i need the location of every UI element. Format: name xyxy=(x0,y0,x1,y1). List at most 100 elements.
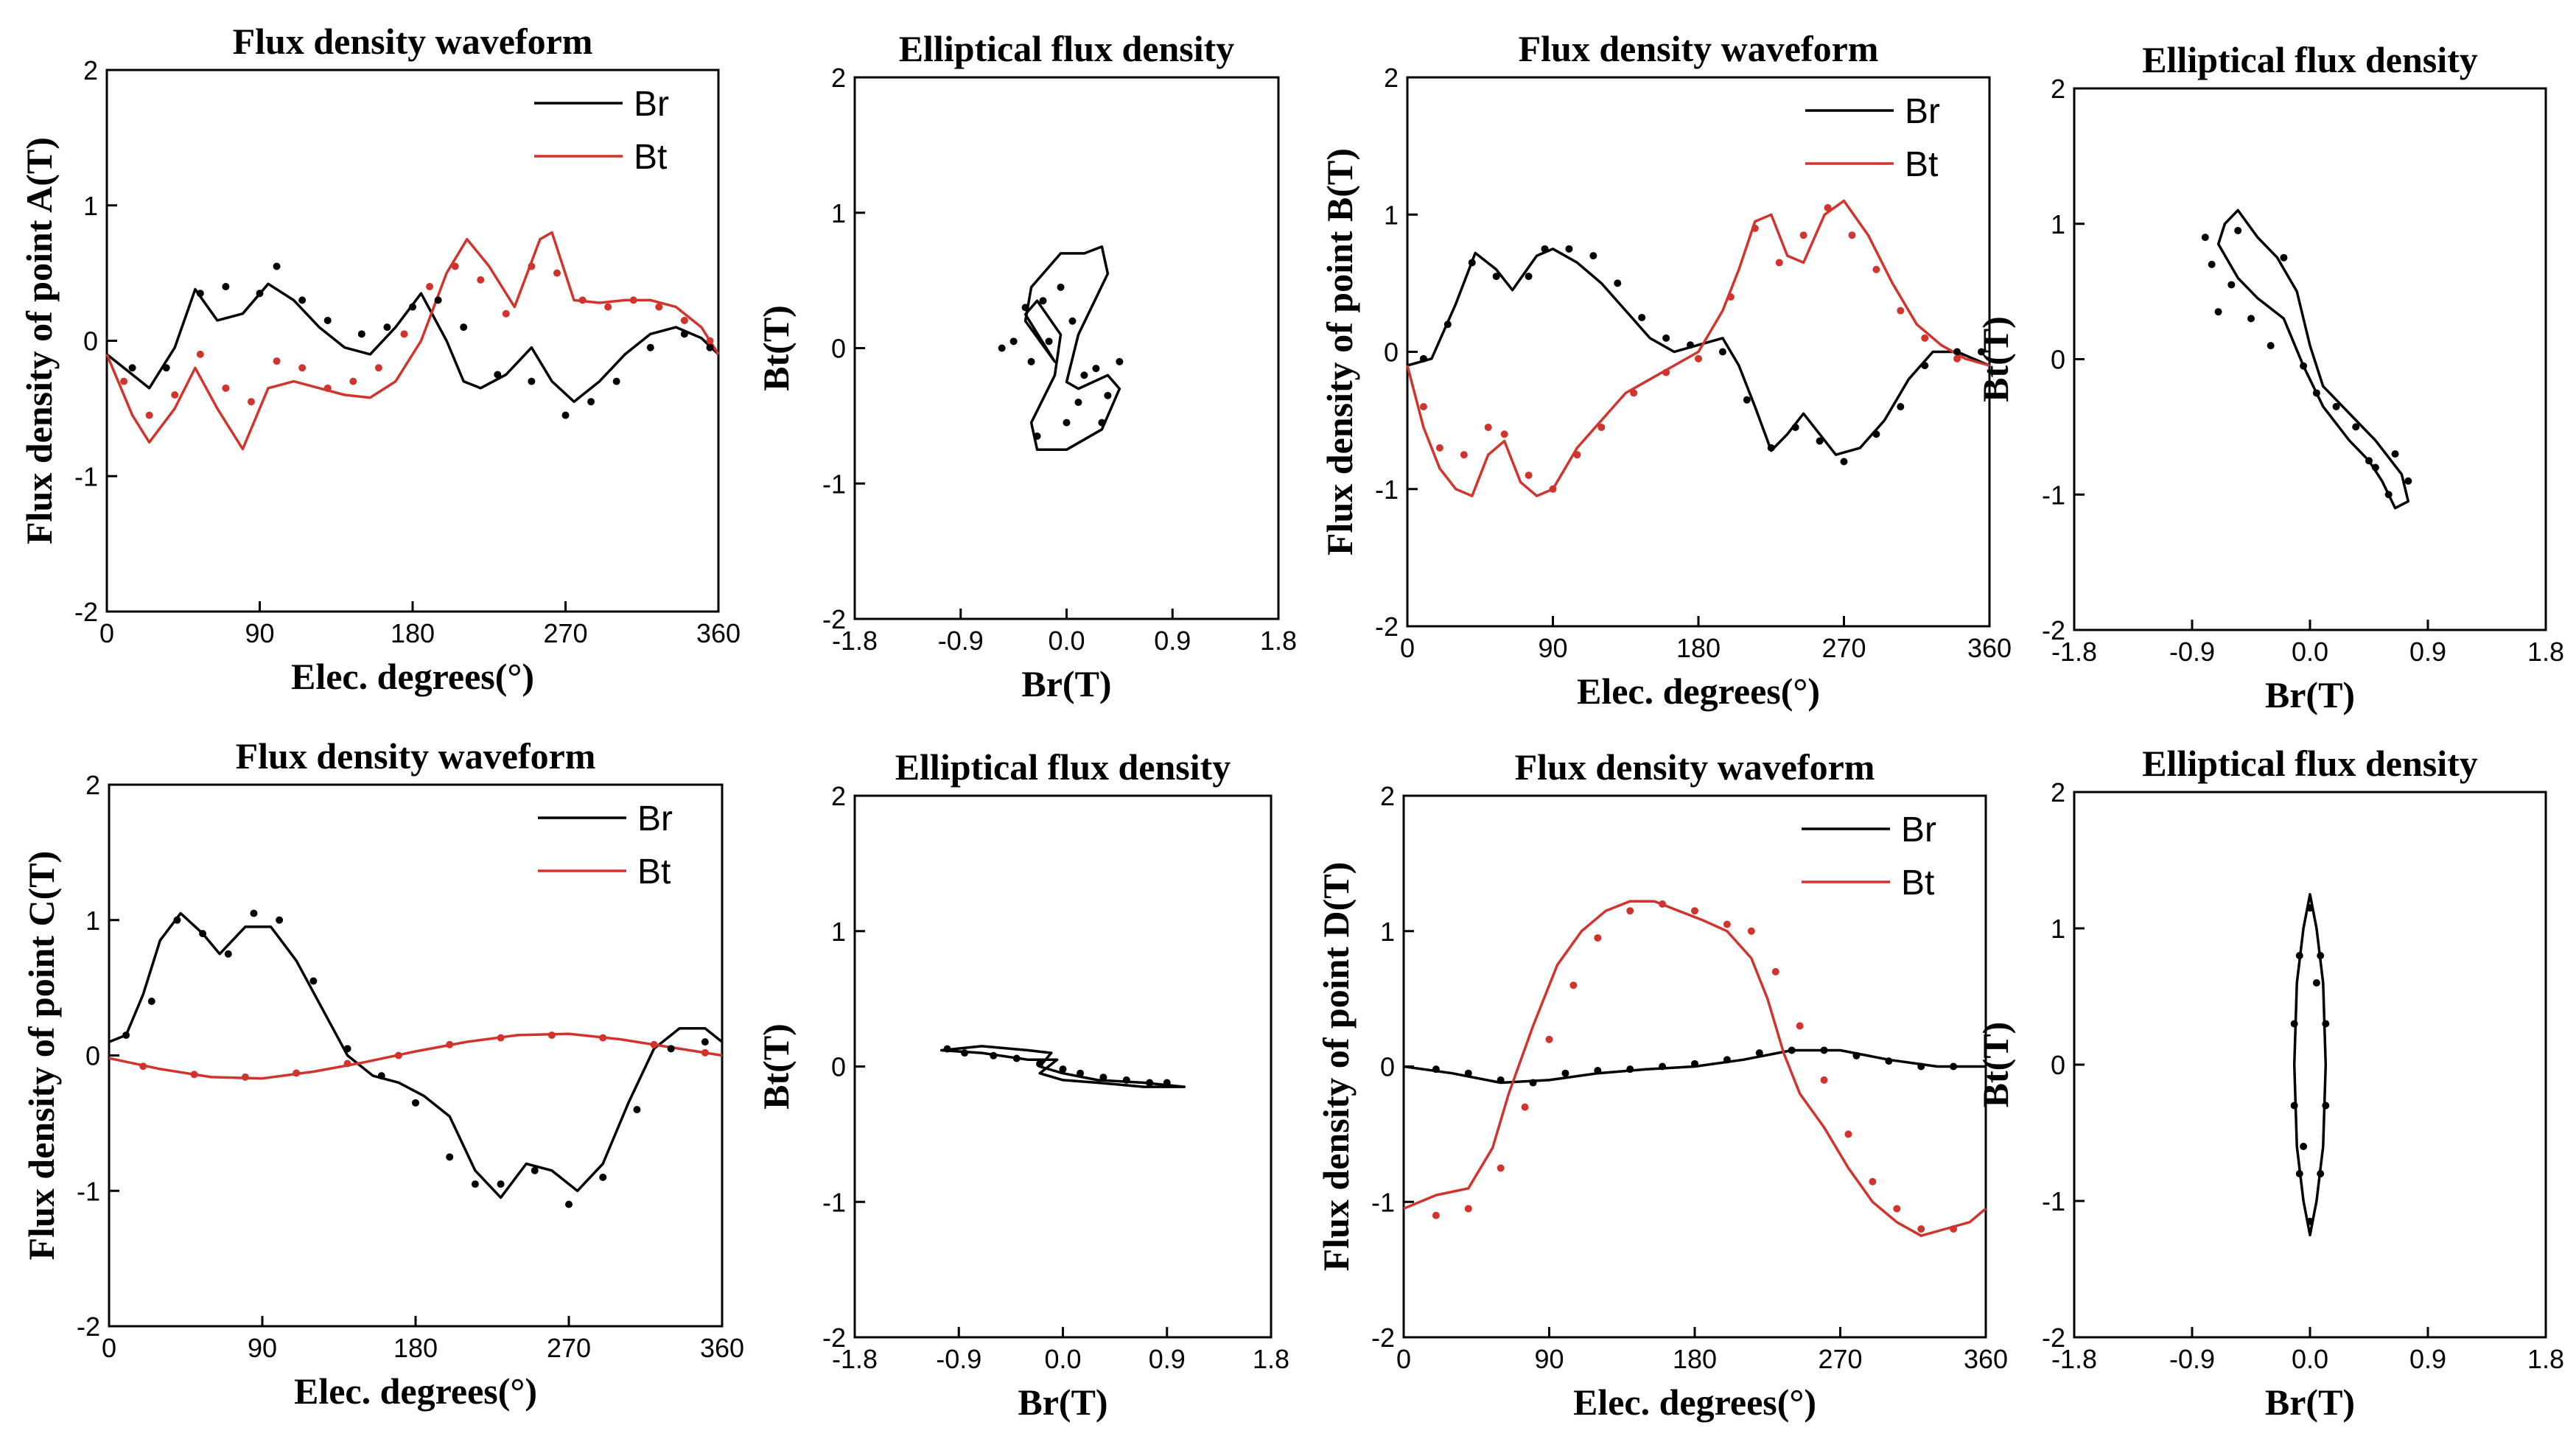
y-tick-label: 0 xyxy=(83,326,98,357)
y-tick-label: 2 xyxy=(1384,63,1399,93)
y-tick-label: 1 xyxy=(85,906,100,936)
y-axis-label: Flux density of point A(T) xyxy=(18,137,60,544)
y-tick-label: 1 xyxy=(831,917,846,947)
plot-frame xyxy=(2073,791,2547,1339)
data-point-br-measured xyxy=(1723,1056,1731,1064)
data-point-measured xyxy=(2322,1020,2330,1028)
data-point-bt-measured xyxy=(222,384,230,392)
series-line-bt xyxy=(105,231,720,451)
data-point-measured xyxy=(2322,1101,2330,1110)
x-tick-label: 180 xyxy=(1673,1344,1717,1374)
chart-D-wave: 0 90 180 270 360 -2 -1 0 1 2 Flux density waveform… xyxy=(1315,746,2008,1423)
x-tick-label: 180 xyxy=(393,1333,438,1363)
data-point-measured xyxy=(2247,315,2255,323)
y-tick-label: 0 xyxy=(831,1052,846,1082)
data-point-measured xyxy=(1122,1076,1130,1084)
data-point-br-measured xyxy=(409,303,416,311)
data-point-br-measured xyxy=(1419,354,1427,362)
data-point-measured xyxy=(2332,402,2340,410)
y-tick-label: 1 xyxy=(1384,200,1399,230)
data-point-br-measured xyxy=(173,916,181,924)
data-point-br-measured xyxy=(1755,1049,1763,1057)
data-point-measured xyxy=(2208,260,2216,268)
data-point-br-measured xyxy=(383,323,391,332)
chart-C-wave: 0 90 180 270 360 -2 -1 0 1 2 Flux density waveform… xyxy=(21,735,744,1412)
data-point-bt-measured xyxy=(1630,389,1638,397)
data-point-measured xyxy=(1163,1079,1171,1087)
chart-title: Flux density waveform xyxy=(1519,28,1879,69)
data-point-br-measured xyxy=(1659,1062,1667,1071)
data-point-measured xyxy=(1068,317,1077,325)
legend-label-bt: Bt xyxy=(1901,864,1934,903)
chart-A-wave: 0 90 180 270 360 -2 -1 0 1 2 Flux density waveform… xyxy=(18,21,741,697)
data-point-br-measured xyxy=(1840,458,1848,466)
x-tick-label: 180 xyxy=(1676,633,1721,663)
data-point-measured xyxy=(1021,304,1029,312)
y-tick-label: 0 xyxy=(2051,1050,2065,1080)
series-line-locus xyxy=(2292,893,2328,1237)
data-point-measured xyxy=(1098,418,1106,427)
data-point-measured xyxy=(2300,1143,2308,1150)
data-point-measured xyxy=(998,344,1006,352)
data-point-measured xyxy=(2300,362,2308,370)
x-tick-label: 360 xyxy=(700,1333,744,1363)
data-point-bt-measured xyxy=(1695,354,1702,362)
data-point-bt-measured xyxy=(190,1071,198,1079)
y-axis-label: Bt(T) xyxy=(1975,316,2016,402)
y-tick-label: -1 xyxy=(77,1176,100,1206)
y-tick-label: -1 xyxy=(2042,480,2065,510)
data-point-measured xyxy=(1045,337,1053,346)
series-line-locus xyxy=(1023,245,1121,452)
data-point-br-measured xyxy=(1791,423,1799,431)
series-line-br xyxy=(105,282,720,403)
data-point-measured xyxy=(2371,463,2379,472)
data-point-measured xyxy=(2404,477,2412,485)
data-point-br-measured xyxy=(1492,273,1500,281)
data-point-bt-measured xyxy=(1419,403,1427,410)
data-point-bt-measured xyxy=(477,276,485,284)
y-axis-label: Flux density of point D(T) xyxy=(1315,862,1357,1272)
data-point-bt-measured xyxy=(1484,423,1492,431)
data-point-bt-measured xyxy=(1751,224,1759,232)
data-point-br-measured xyxy=(528,377,536,385)
data-point-measured xyxy=(2384,491,2393,499)
data-point-br-measured xyxy=(1432,1065,1440,1074)
data-point-bt-measured xyxy=(1897,307,1905,315)
chart-title: Flux density waveform xyxy=(1515,746,1875,788)
data-point-br-measured xyxy=(1885,1057,1893,1065)
y-tick-label: -1 xyxy=(74,461,98,491)
data-point-measured xyxy=(2306,1217,2314,1225)
data-point-measured xyxy=(1027,357,1035,365)
chart-title: Elliptical flux density xyxy=(899,28,1235,69)
x-tick-label: -1.8 xyxy=(2051,1344,2097,1374)
data-point-br-measured xyxy=(1626,1065,1634,1074)
data-point-br-measured xyxy=(701,1038,709,1046)
data-point-br-measured xyxy=(706,343,714,351)
x-tick-label: 90 xyxy=(245,618,274,648)
y-tick-label: 2 xyxy=(831,63,846,93)
data-point-measured xyxy=(2317,952,2325,959)
data-point-measured xyxy=(2290,1101,2298,1110)
data-point-measured xyxy=(1077,1069,1085,1077)
data-point-br-measured xyxy=(199,930,207,938)
data-point-bt-measured xyxy=(1844,1130,1852,1138)
data-point-br-measured xyxy=(1816,437,1824,445)
data-point-br-measured xyxy=(412,1099,419,1107)
data-point-bt-measured xyxy=(706,337,714,345)
data-point-br-measured xyxy=(309,977,318,985)
chart-C-ellipse: -1.8 -0.9 0.0 0.9 1.8 -2 -1 0 1 2 Elliptical flux … xyxy=(755,746,1289,1423)
data-point-bt-measured xyxy=(1869,1177,1877,1185)
series-line-locus xyxy=(939,1045,1186,1088)
x-tick-label: 360 xyxy=(1967,633,2012,663)
y-axis-label: Flux density of point B(T) xyxy=(1319,148,1360,556)
data-point-br-measured xyxy=(1743,396,1751,404)
data-point-bt-measured xyxy=(1775,259,1783,267)
data-point-bt-measured xyxy=(553,269,561,277)
x-tick-label: 1.8 xyxy=(2527,1344,2564,1374)
x-tick-label: -0.9 xyxy=(2169,1344,2215,1374)
data-point-br-measured xyxy=(1917,1062,1925,1071)
data-point-bt-measured xyxy=(273,357,281,365)
x-tick-label: 1.8 xyxy=(1253,1344,1289,1374)
series-line-bt xyxy=(108,1032,723,1080)
